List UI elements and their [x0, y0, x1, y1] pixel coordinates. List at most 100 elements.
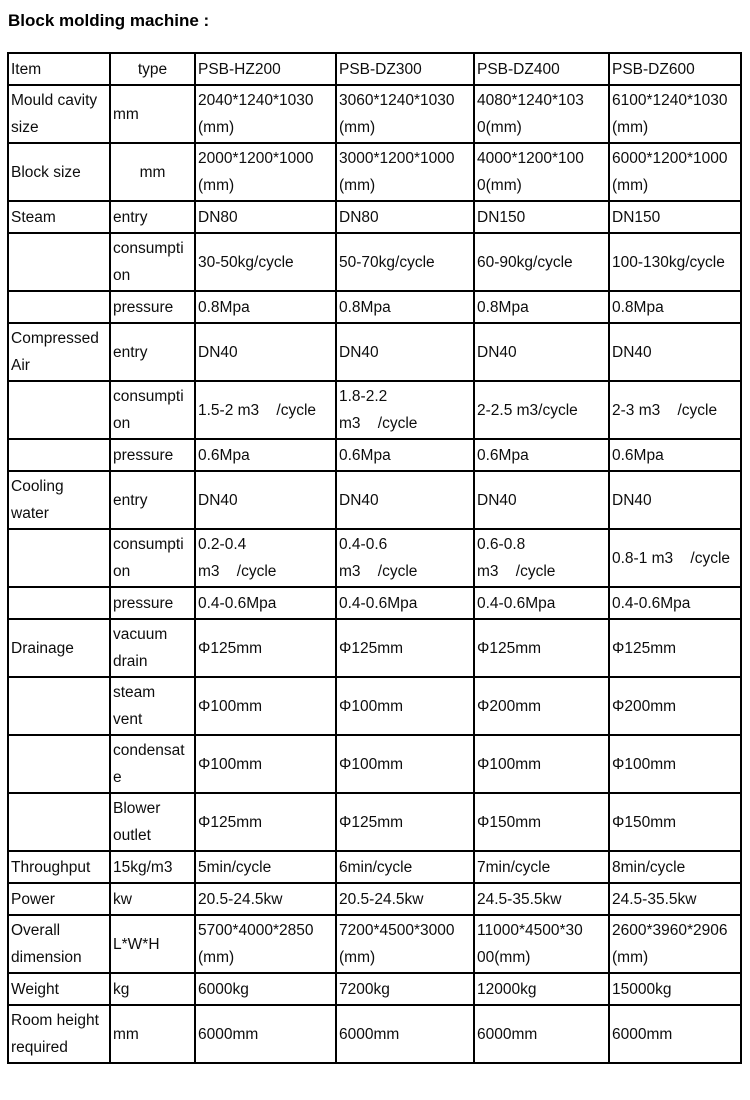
- table-cell: DN40: [194, 470, 337, 530]
- table-row: Drainage vacuum drain Φ125mm Φ125mm Φ125mm Φ1…: [7, 618, 742, 678]
- table-cell: [7, 792, 111, 852]
- table-row: steam vent Φ100mm Φ100mm Φ200mm Φ200mm: [7, 676, 742, 736]
- table-cell: 0.6Mpa: [473, 438, 610, 472]
- table-cell: 4000*1200*100 0(mm): [473, 142, 610, 202]
- header-row: Item type PSB-HZ200 PSB-DZ300 PSB-DZ400 PSB-D…: [7, 52, 742, 86]
- header-cell: Item: [7, 52, 111, 86]
- table-cell: 0.4-0.6Mpa: [473, 586, 610, 620]
- table-cell: Drainage: [7, 618, 111, 678]
- table-cell: 12000kg: [473, 972, 610, 1006]
- table-cell: 7min/cycle: [473, 850, 610, 884]
- table-cell: 5min/cycle: [194, 850, 337, 884]
- table-cell: 8min/cycle: [608, 850, 742, 884]
- table-cell: [7, 290, 111, 324]
- header-cell: type: [109, 52, 196, 86]
- table-cell: Φ100mm: [194, 676, 337, 736]
- table-cell: condensat e: [109, 734, 196, 794]
- table-cell: Cooling water: [7, 470, 111, 530]
- table-row: Throughput 15kg/m3 5min/cycle 6min/cycle 7mi…: [7, 850, 742, 884]
- table-cell: 24.5-35.5kw: [473, 882, 610, 916]
- table-cell: 20.5-24.5kw: [194, 882, 337, 916]
- table-row: Weight kg 6000kg 7200kg 12000kg 15000kg: [7, 972, 742, 1006]
- table-cell: 6000mm: [608, 1004, 742, 1064]
- table-cell: DN40: [608, 470, 742, 530]
- table-cell: 60-90kg/cycle: [473, 232, 610, 292]
- table-cell: 7200kg: [335, 972, 475, 1006]
- table-cell: Steam: [7, 200, 111, 234]
- table-cell: 1.8-2.2 m3 /cycle: [335, 380, 475, 440]
- table-cell: [7, 734, 111, 794]
- table-cell: Φ100mm: [335, 676, 475, 736]
- table-cell: [7, 528, 111, 588]
- table-cell: Room height required: [7, 1004, 111, 1064]
- table-cell: DN80: [335, 200, 475, 234]
- table-cell: 6000mm: [194, 1004, 337, 1064]
- table-cell: 30-50kg/cycle: [194, 232, 337, 292]
- table-row: pressure 0.8Mpa 0.8Mpa 0.8Mpa 0.8Mpa: [7, 290, 742, 324]
- table-cell: 0.8Mpa: [335, 290, 475, 324]
- table-cell: 6000mm: [335, 1004, 475, 1064]
- table-cell: DN150: [608, 200, 742, 234]
- table-cell: 3000*1200*1000 (mm): [335, 142, 475, 202]
- table-cell: DN40: [473, 470, 610, 530]
- table-cell: Weight: [7, 972, 111, 1006]
- table-row: Compressed Air entry DN40 DN40 DN40 DN40: [7, 322, 742, 382]
- table-cell: Block size: [7, 142, 111, 202]
- header-cell: PSB-DZ400: [473, 52, 610, 86]
- table-cell: mm: [109, 142, 196, 202]
- table-cell: 0.4-0.6Mpa: [608, 586, 742, 620]
- table-cell: DN40: [608, 322, 742, 382]
- table-cell: Φ125mm: [194, 792, 337, 852]
- table-row: consumpti on 30-50kg/cycle 50-70kg/cycle 60…: [7, 232, 742, 292]
- table-row: Block size mm 2000*1200*1000 (mm) 3000*1200…: [7, 142, 742, 202]
- table-cell: 2000*1200*1000 (mm): [194, 142, 337, 202]
- table-cell: 2-3 m3 /cycle: [608, 380, 742, 440]
- table-cell: [7, 586, 111, 620]
- table-cell: [7, 380, 111, 440]
- table-cell: consumpti on: [109, 232, 196, 292]
- table-cell: vacuum drain: [109, 618, 196, 678]
- table-cell: Compressed Air: [7, 322, 111, 382]
- table-cell: mm: [109, 84, 196, 144]
- table-cell: Power: [7, 882, 111, 916]
- table-cell: entry: [109, 322, 196, 382]
- table-cell: 0.4-0.6 m3 /cycle: [335, 528, 475, 588]
- table-cell: entry: [109, 470, 196, 530]
- page-title: Block molding machine :: [8, 11, 210, 30]
- table-cell: DN40: [335, 470, 475, 530]
- table-cell: 24.5-35.5kw: [608, 882, 742, 916]
- table-cell: DN150: [473, 200, 610, 234]
- header-cell: PSB-DZ600: [608, 52, 742, 86]
- table-cell: 0.8Mpa: [473, 290, 610, 324]
- table-cell: 3060*1240*1030 (mm): [335, 84, 475, 144]
- table-cell: [7, 676, 111, 736]
- table-cell: 20.5-24.5kw: [335, 882, 475, 916]
- table-row: Steam entry DN80 DN80 DN150 DN150: [7, 200, 742, 234]
- table-cell: kg: [109, 972, 196, 1006]
- table-cell: 6min/cycle: [335, 850, 475, 884]
- table-cell: Φ100mm: [473, 734, 610, 794]
- table-cell: Overall dimension: [7, 914, 111, 974]
- table-cell: Φ150mm: [608, 792, 742, 852]
- table-cell: Mould cavity size: [7, 84, 111, 144]
- table-cell: Φ100mm: [335, 734, 475, 794]
- table-cell: 0.6-0.8 m3 /cycle: [473, 528, 610, 588]
- table-cell: 6000mm: [473, 1004, 610, 1064]
- table-row: consumpti on 0.2-0.4 m3 /cycle 0.4-0.6 m3 …: [7, 528, 742, 588]
- table-cell: 1.5-2 m3 /cycle: [194, 380, 337, 440]
- table-cell: 100-130kg/cycle: [608, 232, 742, 292]
- table-cell: pressure: [109, 438, 196, 472]
- table-cell: 2040*1240*1030 (mm): [194, 84, 337, 144]
- table-cell: 0.8-1 m3 /cycle: [608, 528, 742, 588]
- table-cell: Φ125mm: [194, 618, 337, 678]
- table-cell: consumpti on: [109, 528, 196, 588]
- table-cell: 6000kg: [194, 972, 337, 1006]
- table-row: pressure 0.6Mpa 0.6Mpa 0.6Mpa 0.6Mpa: [7, 438, 742, 472]
- table-cell: Φ150mm: [473, 792, 610, 852]
- header-cell: PSB-DZ300: [335, 52, 475, 86]
- table-cell: 6100*1240*1030 (mm): [608, 84, 742, 144]
- table-cell: 0.2-0.4 m3 /cycle: [194, 528, 337, 588]
- table-cell: 15000kg: [608, 972, 742, 1006]
- table-row: Power kw 20.5-24.5kw 20.5-24.5kw 24.5-35.5kw…: [7, 882, 742, 916]
- table-row: Cooling water entry DN40 DN40 DN40 DN40: [7, 470, 742, 530]
